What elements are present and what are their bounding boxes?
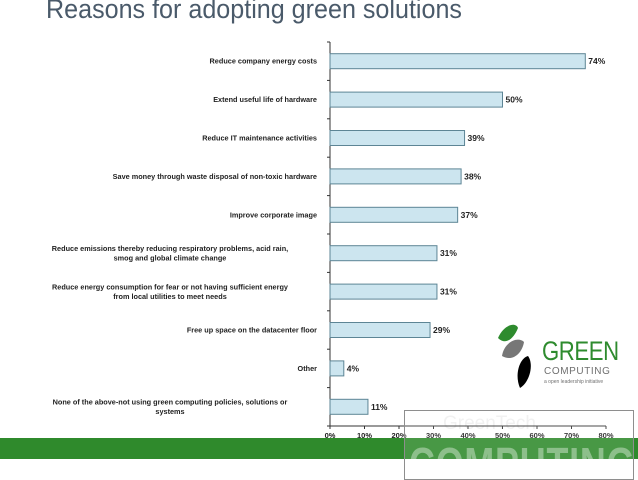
category-label: smog and global climate change bbox=[114, 253, 227, 262]
value-label: 38% bbox=[464, 171, 481, 181]
bar bbox=[329, 206, 459, 223]
category-label: Free up space on the datacenter floor bbox=[187, 326, 317, 335]
logo-brand-text: GREEN bbox=[542, 336, 619, 366]
x-tick-label: 70% bbox=[564, 431, 579, 440]
slide-title: Reasons for adopting green solutions bbox=[46, 0, 462, 24]
x-tick-label: 60% bbox=[529, 431, 544, 440]
category-label: Reduce energy consumption for fear or no… bbox=[52, 282, 289, 291]
value-label: 29% bbox=[433, 325, 450, 335]
category-label: Improve corporate image bbox=[230, 210, 317, 219]
bar bbox=[329, 91, 503, 108]
bar bbox=[329, 360, 345, 377]
category-label: None of the above-not using green comput… bbox=[53, 398, 288, 407]
bar bbox=[329, 322, 431, 338]
value-label: 50% bbox=[506, 95, 523, 105]
x-tick-label: 40% bbox=[460, 431, 475, 440]
value-label: 4% bbox=[347, 363, 360, 373]
watermark-text: COMPUTING bbox=[409, 438, 634, 480]
x-tick-label: 10% bbox=[357, 431, 372, 440]
bar bbox=[329, 53, 586, 70]
x-tick-label: 50% bbox=[495, 431, 510, 440]
category-label: Reduce IT maintenance activities bbox=[202, 134, 317, 143]
value-label: 74% bbox=[588, 56, 605, 66]
category-label: Extend useful life of hardware bbox=[213, 95, 317, 104]
logo-tagline: a open leadership initiative bbox=[544, 379, 604, 385]
watermark-box: GreenTech COMPUTING bbox=[404, 410, 634, 480]
value-label: 11% bbox=[371, 402, 388, 412]
bar bbox=[329, 130, 466, 146]
category-label: systems bbox=[155, 407, 184, 416]
bar bbox=[329, 283, 438, 300]
x-tick-label: 0% bbox=[325, 431, 336, 440]
leaf-logo-icon bbox=[498, 324, 531, 388]
x-tick-label: 80% bbox=[598, 431, 613, 440]
bar bbox=[329, 168, 462, 185]
value-label: 37% bbox=[461, 210, 478, 220]
value-label: 31% bbox=[440, 248, 457, 258]
watermark-top-text: GreenTech bbox=[443, 413, 536, 434]
green-computing-logo: GREEN COMPUTING a open leadership initia… bbox=[494, 320, 634, 392]
category-label: from local utilities to meet needs bbox=[113, 292, 227, 301]
x-tick-label: 20% bbox=[391, 431, 406, 440]
bar bbox=[329, 245, 438, 262]
category-label: Other bbox=[298, 364, 318, 373]
category-label: Save money through waste disposal of non… bbox=[113, 172, 317, 181]
footer-green-band bbox=[0, 438, 638, 459]
value-label: 39% bbox=[468, 133, 485, 143]
value-label: 31% bbox=[440, 287, 457, 297]
logo-subbrand-text: COMPUTING bbox=[544, 366, 611, 377]
category-label: Reduce emissions thereby reducing respir… bbox=[52, 244, 288, 253]
x-tick-label: 30% bbox=[426, 431, 441, 440]
category-label: Reduce company energy costs bbox=[210, 57, 317, 66]
bar bbox=[329, 398, 369, 415]
